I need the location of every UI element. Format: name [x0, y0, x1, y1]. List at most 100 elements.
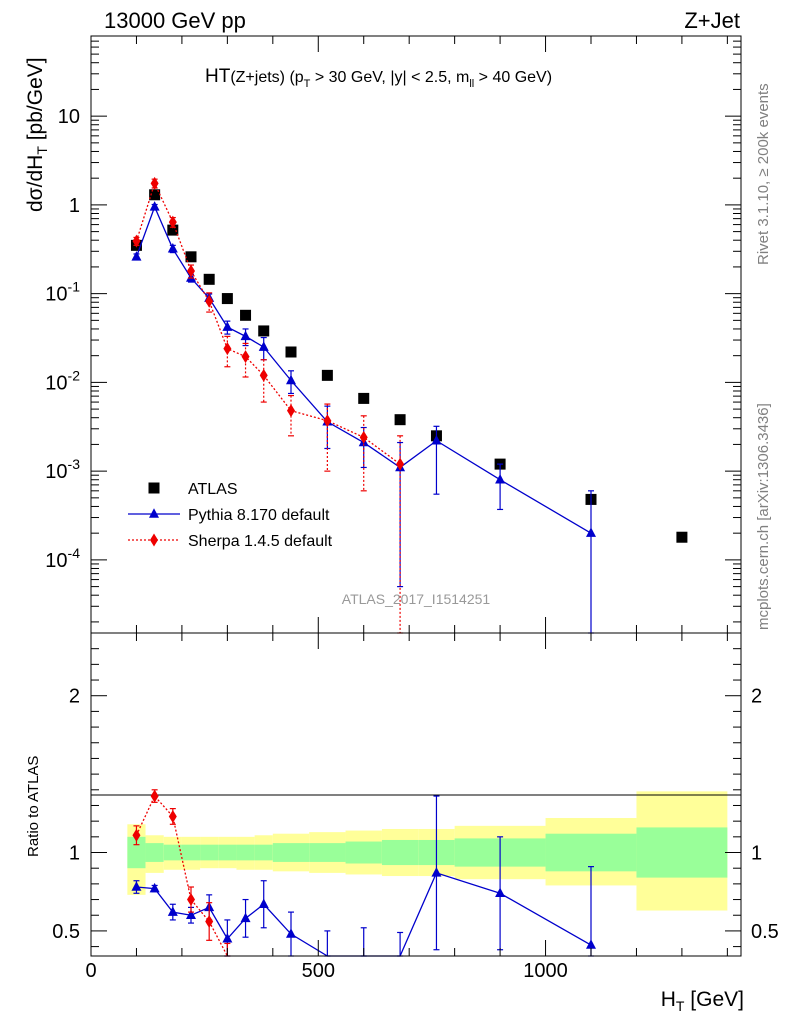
ratio-band-green: [272, 843, 310, 862]
ratio-band-green: [218, 844, 237, 861]
y-tick-label-base: 10: [45, 284, 67, 306]
legend: ATLAS Pythia 8.170 default Sherpa 1.4.5 de…: [128, 481, 333, 550]
ratio-pythia-point: [186, 909, 196, 919]
y-axis-title: dσ/dHT [pb/GeV]: [24, 57, 50, 212]
x-tick-label: 1000: [523, 960, 568, 982]
ratio-band-green: [200, 844, 219, 861]
ratio-sherpa-point: [205, 915, 214, 929]
atlas-point: [149, 189, 161, 201]
mcplots-label: mcplots.cern.ch [arXiv:1306.3436]: [755, 403, 772, 630]
ratio-pythia-point: [495, 887, 506, 898]
sherpa-line: [135, 181, 401, 465]
legend-atlas-label: ATLAS: [188, 481, 238, 498]
legend-atlas-marker: [148, 482, 160, 494]
ratio-y-tick-label: 1: [69, 843, 80, 865]
pythia-point: [149, 201, 160, 211]
ratio-band-green: [145, 843, 164, 862]
atlas-point: [285, 346, 297, 358]
ratio-sherpa-point: [150, 789, 159, 803]
ratio-pythia-point: [286, 928, 296, 938]
beam-label: 13000 GeV pp: [104, 8, 246, 33]
x-tick-label: 0: [85, 960, 96, 982]
y-tick-label: 10-1: [45, 279, 80, 306]
sherpa-point: [287, 404, 295, 418]
pythia-point: [286, 374, 296, 385]
ratio-pythia-point: [586, 939, 596, 949]
plot-title-sub-ll: ll: [469, 78, 474, 90]
plot-title-main: HT: [205, 66, 231, 87]
ratio-band-green: [309, 843, 346, 862]
pythia-point: [258, 341, 269, 351]
ratio-axis-ticks: 0.5 0.5 1 1 2 2 0 500 1000: [52, 632, 779, 982]
watermark: ATLAS_2017_I1514251: [342, 591, 491, 607]
y-tick-label: 10-3: [45, 456, 80, 483]
process-label: Z+Jet: [684, 8, 740, 33]
ratio-sherpa-point: [168, 809, 177, 823]
pythia-point: [586, 527, 596, 537]
x-tick-label: 500: [302, 960, 335, 982]
ratio-band-green: [181, 844, 201, 861]
ratio-band-green: [236, 844, 255, 861]
atlas-point: [240, 309, 252, 321]
sherpa-point: [132, 234, 141, 248]
y-tick-label-exponent: -3: [68, 456, 81, 472]
sherpa-point: [187, 264, 195, 278]
legend-sherpa-label: Sherpa 1.4.5 default: [188, 533, 333, 550]
sherpa-point: [150, 176, 159, 190]
y-tick-label: 10-2: [45, 367, 80, 394]
ratio-pythia-point: [149, 882, 160, 893]
ratio-clip-cover: [0, 957, 786, 1024]
ratio-pythia-point: [431, 867, 442, 877]
sherpa-point: [205, 294, 214, 308]
ratio-band-green: [345, 841, 382, 864]
sherpa-point: [241, 350, 250, 364]
y-tick-label-exponent: -2: [68, 367, 81, 383]
ratio-y-axis-title: Ratio to ATLAS: [25, 756, 42, 857]
y-tick-label: 1: [69, 195, 80, 217]
ratio-pythia-point: [258, 898, 269, 909]
sherpa-point: [359, 430, 368, 444]
atlas-point: [203, 273, 215, 285]
sherpa-point: [323, 414, 332, 428]
plot-title-sub-t: T: [304, 78, 311, 90]
pythia-point: [131, 251, 142, 261]
y-tick-label-base: 10: [45, 461, 67, 483]
atlas-point: [394, 414, 406, 426]
pythia-point: [167, 243, 178, 253]
ratio-pythia-point: [167, 906, 178, 916]
y-tick-label-base: 10: [45, 550, 67, 572]
ratio-panel: 0.5 0.5 1 1 2 2 0 500 1000 Ratio to ATLAS HT [Ge…: [0, 632, 786, 1024]
sherpa-point: [396, 457, 405, 471]
plot-title-process: (Z+jets) (p: [230, 69, 303, 86]
ratio-sherpa-point: [132, 828, 141, 842]
atlas-point: [676, 531, 688, 543]
legend-pythia-label: Pythia 8.170 default: [188, 507, 330, 524]
ratio-band-green: [127, 836, 146, 869]
atlas-point: [358, 392, 370, 404]
pythia-point: [240, 330, 251, 341]
ratio-pythia-point: [240, 912, 251, 923]
legend-pythia-marker: [149, 508, 159, 518]
ratio-frame: [90, 632, 742, 957]
main-data-layer: [130, 176, 688, 634]
pythia-point: [431, 434, 442, 445]
ratio-sherpa-point: [187, 893, 195, 907]
y-tick-label: 10: [58, 106, 80, 128]
x-axis-title: HT [GeV]: [661, 988, 744, 1014]
rivet-label: Rivet 3.1.10, ≥ 200k events: [755, 83, 772, 265]
ratio-y-tick-label: 0.5: [52, 921, 80, 943]
ratio-band-green: [545, 833, 637, 872]
ratio-band-green: [163, 844, 182, 861]
pythia-point: [495, 473, 506, 484]
ratio-band-green: [636, 827, 728, 878]
atlas-point: [221, 293, 233, 305]
plot-title-mass: > 40 GeV): [474, 69, 552, 86]
ratio-y-tick-label-right: 2: [751, 686, 762, 708]
atlas-point: [167, 224, 179, 236]
sherpa-point: [168, 215, 177, 229]
legend-sherpa-marker: [150, 533, 158, 547]
pythia-point: [222, 321, 233, 331]
